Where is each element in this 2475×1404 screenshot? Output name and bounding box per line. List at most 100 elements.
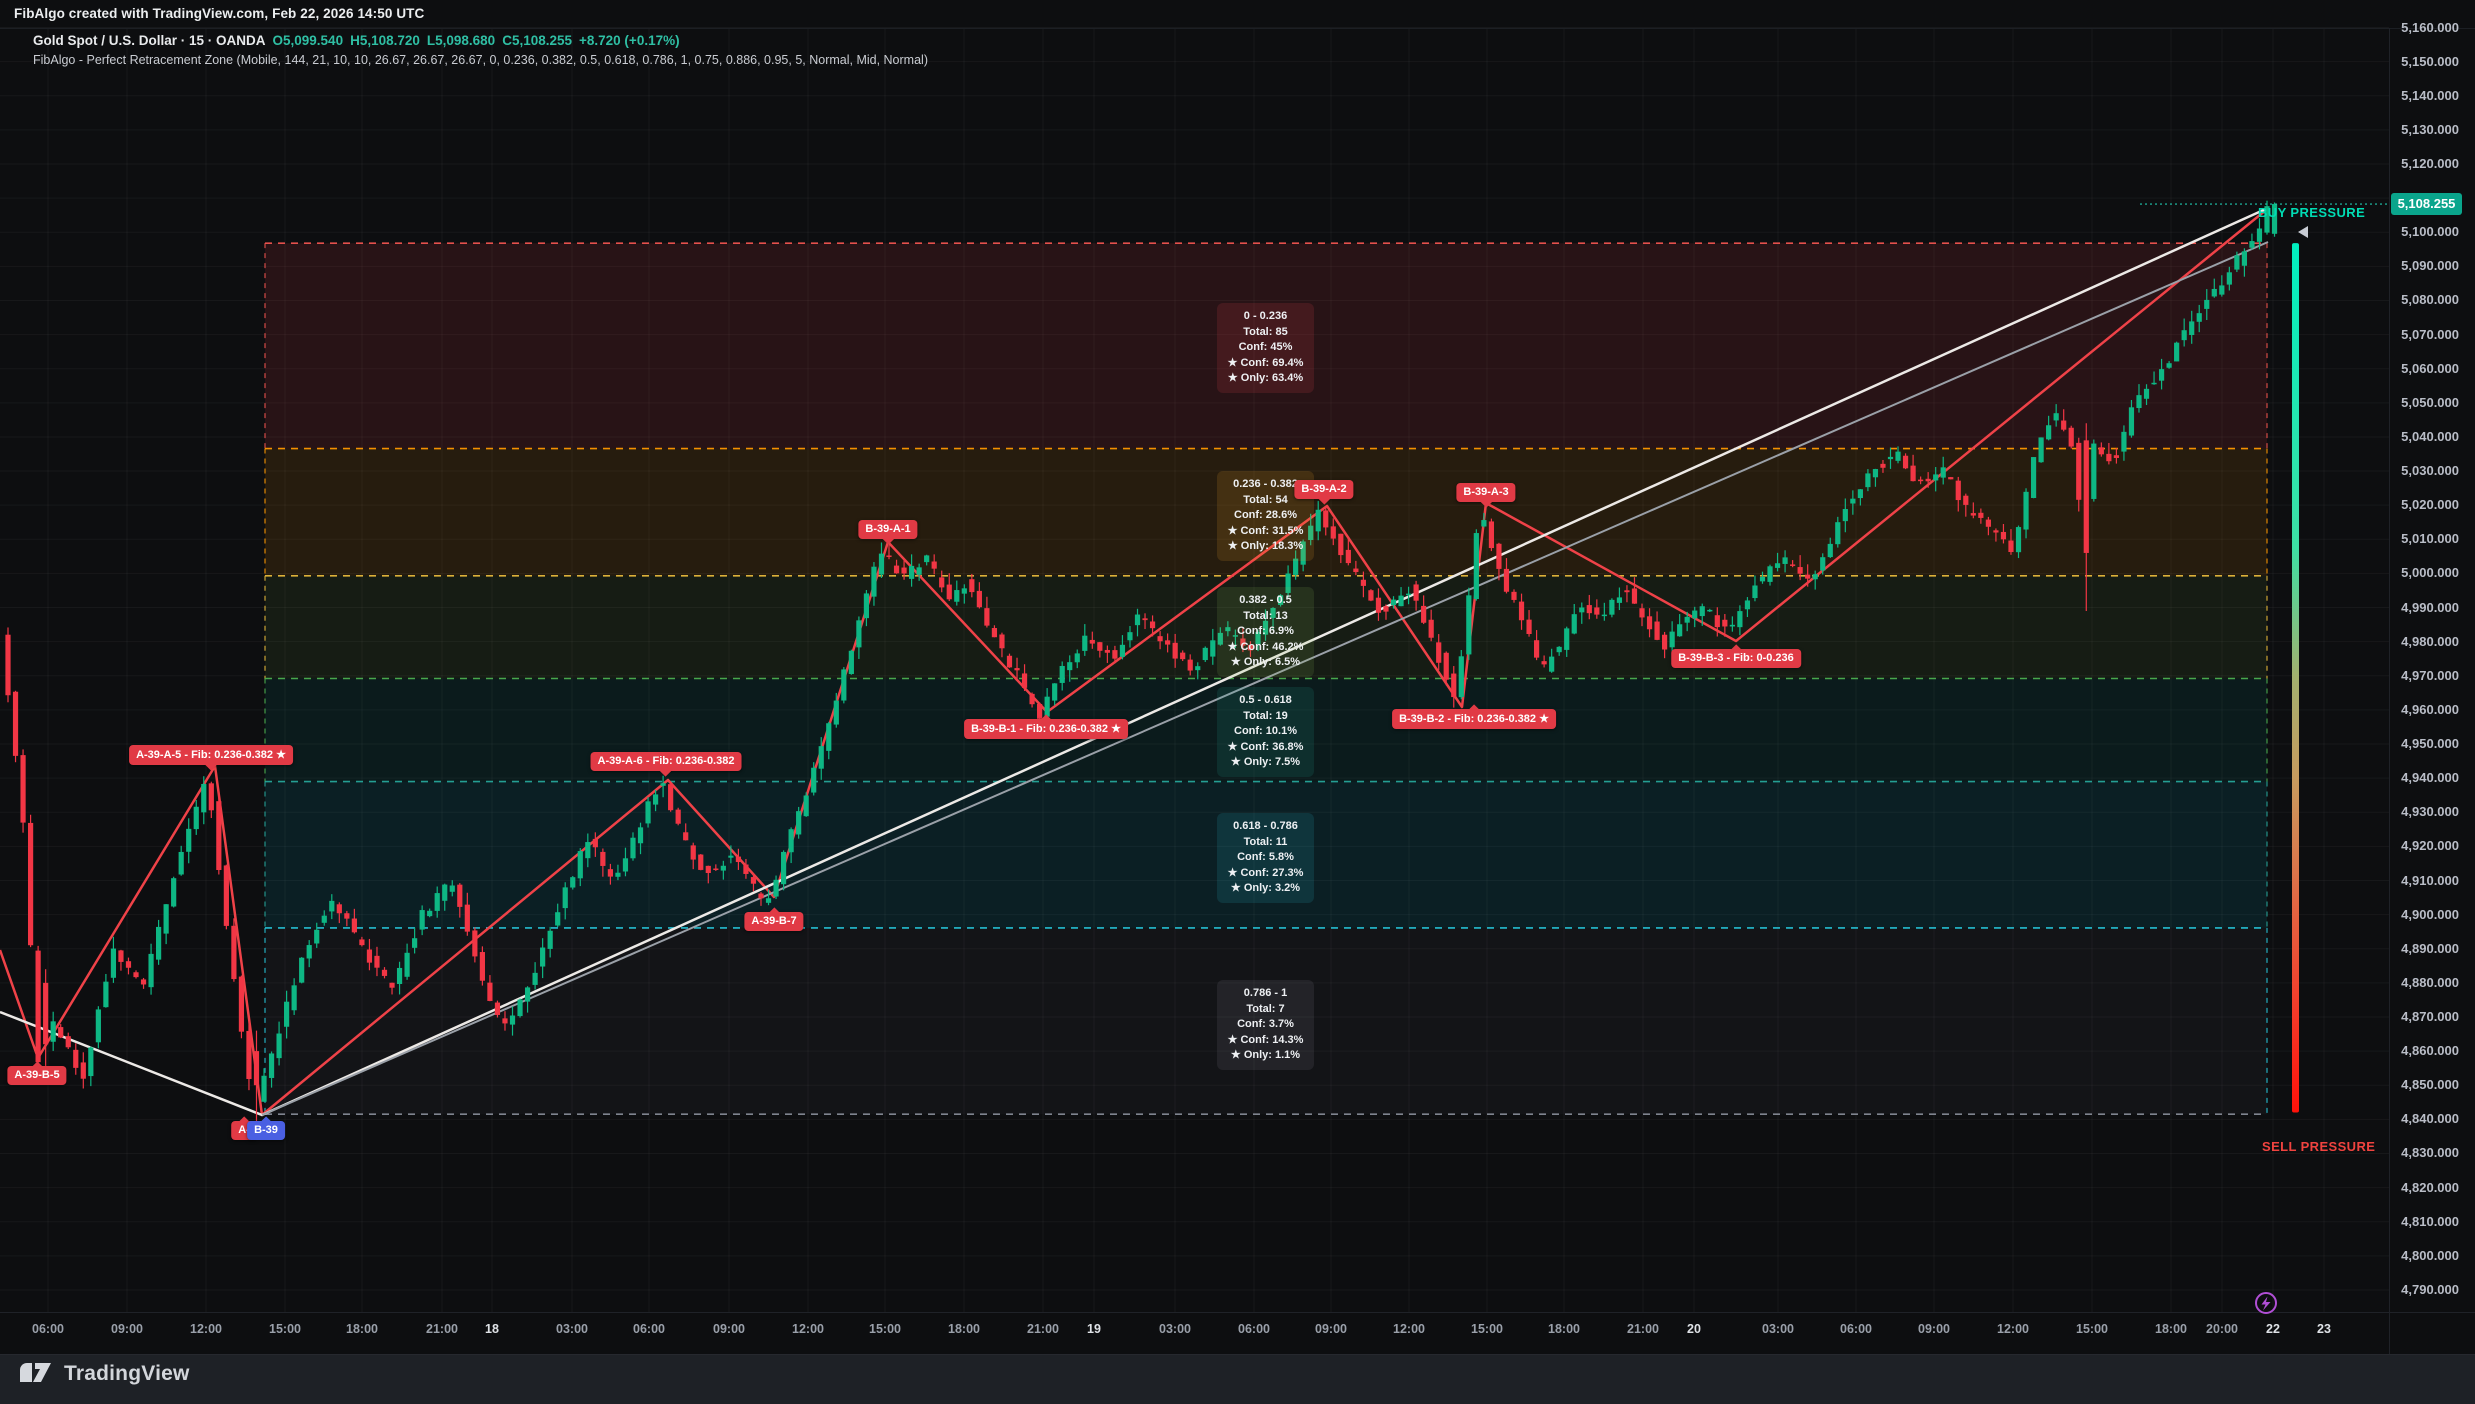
price-marker-triangle-icon: [2298, 226, 2308, 238]
zone-star-conf: ★ Conf: 69.4%: [1227, 356, 1304, 369]
pivot-label-B-39-A-2: B-39-A-2: [1294, 480, 1354, 505]
zone-conf: Conf: 5.8%: [1237, 851, 1294, 863]
price-tick: 4,980.000: [2401, 633, 2459, 649]
price-tick: 5,140.000: [2401, 87, 2459, 103]
fib-zone-stats-0.5-0.618: 0.5 - 0.618 Total: 19 Conf: 10.1% ★ Conf: 3…: [1217, 687, 1314, 777]
price-tick: 5,150.000: [2401, 53, 2459, 69]
price-tick: 4,960.000: [2401, 701, 2459, 717]
pivot-label-B-39: B-39: [247, 1115, 285, 1140]
zone-conf: Conf: 10.1%: [1234, 725, 1297, 737]
zone-total: Total: 54: [1243, 493, 1288, 506]
price-tick: 5,130.000: [2401, 121, 2459, 137]
price-tick: 4,860.000: [2401, 1043, 2459, 1059]
pressure-gradient-bar: [2292, 243, 2299, 1113]
time-tick-day: 22: [2266, 1322, 2280, 1336]
fib-zone-stats-0.618-0.786: 0.618 - 0.786 Total: 11 Conf: 5.8% ★ Conf: …: [1217, 813, 1314, 903]
price-tick: 4,910.000: [2401, 872, 2459, 888]
price-tick: 4,930.000: [2401, 804, 2459, 820]
indicator-legend-row[interactable]: FibAlgo - Perfect Retracement Zone (Mobi…: [33, 53, 928, 67]
chart-legend[interactable]: Gold Spot / U.S. Dollar · 15 · OANDA O5,0…: [33, 33, 928, 67]
time-tick: 15:00: [269, 1322, 301, 1336]
price-tick: 5,010.000: [2401, 531, 2459, 547]
fib-zone-0: [265, 243, 2267, 449]
ohlc-values: O5,099.540 H5,108.720 L5,098.680 C5,108.255…: [266, 33, 680, 48]
zone-total: Total: 85: [1243, 325, 1288, 338]
price-tick: 5,120.000: [2401, 155, 2459, 171]
top-divider: [0, 28, 2475, 29]
time-tick: 09:00: [1918, 1322, 1950, 1336]
change-value: +8.720 (+0.17%): [579, 33, 680, 48]
ohlc-H: H5,108.720: [350, 33, 420, 48]
zone-conf: Conf: 6.9%: [1237, 625, 1294, 637]
tradingview-logo-text: TradingView: [64, 1362, 190, 1385]
price-tick: 4,850.000: [2401, 1077, 2459, 1093]
ohlc-C: C5,108.255: [502, 33, 573, 48]
time-tick: 18:00: [948, 1322, 980, 1336]
zone-star-only: ★ Only: 1.1%: [1230, 1049, 1301, 1061]
symbol-legend-row[interactable]: Gold Spot / U.S. Dollar · 15 · OANDA O5,0…: [33, 33, 928, 48]
price-tick: 5,090.000: [2401, 258, 2459, 274]
fib-zone-stats-0.786-1: 0.786 - 1 Total: 7 Conf: 3.7% ★ Conf: 14.3%…: [1217, 980, 1314, 1070]
sell-pressure-label: SELL PRESSURE: [2262, 1139, 2376, 1154]
zone-conf: Conf: 28.6%: [1234, 509, 1297, 521]
pivot-label-A-39-B-5: A-39-B-5: [7, 1060, 67, 1085]
zone-range: 0.382 - 0.5: [1239, 594, 1292, 606]
zone-total: Total: 11: [1243, 835, 1288, 848]
time-tick: 21:00: [1027, 1322, 1059, 1336]
price-tick: 4,800.000: [2401, 1247, 2459, 1263]
zone-star-only: ★ Only: 6.5%: [1230, 656, 1301, 668]
time-tick-day: 20: [1687, 1322, 1701, 1336]
time-tick: 09:00: [111, 1322, 143, 1336]
time-tick: 06:00: [633, 1322, 665, 1336]
price-tick: 4,840.000: [2401, 1111, 2459, 1127]
zone-total: Total: 7: [1246, 1002, 1285, 1015]
time-tick: 12:00: [792, 1322, 824, 1336]
last-price-badge: 5,108.255: [2391, 193, 2462, 216]
time-tick: 21:00: [1627, 1322, 1659, 1336]
zone-star-only: ★ Only: 18.3%: [1227, 540, 1304, 552]
zone-total: Total: 13: [1243, 609, 1288, 622]
time-tick: 12:00: [190, 1322, 222, 1336]
zone-range: 0.236 - 0.382: [1233, 478, 1298, 490]
price-tick: 4,950.000: [2401, 736, 2459, 752]
fib-zone-0.786: [265, 927, 2267, 1115]
candles: [5, 200, 2278, 1130]
price-tick: 5,040.000: [2401, 428, 2459, 444]
zone-range: 0 - 0.236: [1243, 310, 1288, 322]
price-tick: 4,830.000: [2401, 1145, 2459, 1161]
ohlc-L: L5,098.680: [426, 33, 496, 48]
fib-zone-0.236: [265, 448, 2267, 576]
zone-range: 0.618 - 0.786: [1233, 820, 1298, 832]
footer-bar: TradingView: [0, 1354, 2475, 1404]
zone-star-conf: ★ Conf: 14.3%: [1227, 1033, 1304, 1046]
tradingview-logo[interactable]: TradingView: [18, 1361, 190, 1387]
price-tick: 5,050.000: [2401, 394, 2459, 410]
time-tick: 03:00: [1762, 1322, 1794, 1336]
zone-star-only: ★ Only: 63.4%: [1227, 372, 1304, 384]
time-tick: 15:00: [1471, 1322, 1503, 1336]
price-tick: 4,810.000: [2401, 1213, 2459, 1229]
time-tick: 21:00: [426, 1322, 458, 1336]
fib-zone-0.618: [265, 781, 2267, 928]
zone-range: 0.786 - 1: [1243, 987, 1288, 999]
price-tick: 4,940.000: [2401, 770, 2459, 786]
zone-total: Total: 19: [1243, 709, 1288, 722]
zone-star-only: ★ Only: 7.5%: [1230, 756, 1301, 768]
time-tick: 12:00: [1393, 1322, 1425, 1336]
time-tick: 03:00: [1159, 1322, 1191, 1336]
price-tick: 5,020.000: [2401, 497, 2459, 513]
time-tick: 15:00: [869, 1322, 901, 1336]
alert-lightning-icon[interactable]: [2253, 1290, 2279, 1316]
price-tick: 4,920.000: [2401, 838, 2459, 854]
zone-star-only: ★ Only: 3.2%: [1230, 882, 1301, 894]
price-tick: 4,970.000: [2401, 667, 2459, 683]
pivot-label-B-39-B-3: B-39-B-3 - Fib: 0-0.236: [1671, 643, 1801, 668]
price-tick: 5,100.000: [2401, 224, 2459, 240]
price-tick: 5,160.000: [2401, 19, 2459, 35]
zone-star-conf: ★ Conf: 27.3%: [1227, 866, 1304, 879]
pivot-label-A-39-A-5: A-39-A-5 - Fib: 0.236-0.382 ★: [129, 745, 293, 771]
time-tick: 06:00: [1840, 1322, 1872, 1336]
